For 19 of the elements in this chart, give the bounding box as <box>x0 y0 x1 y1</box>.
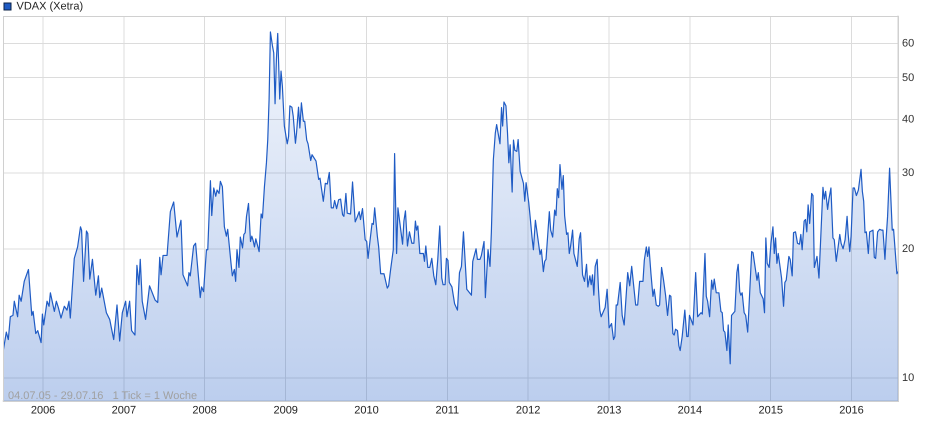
annotation: 04.07.05 - 29.07.16 1 Tick = 1 Woche <box>8 390 198 402</box>
y-tick-label: 10 <box>902 372 914 384</box>
x-tick-label: 2011 <box>435 404 460 417</box>
y-tick-label: 20 <box>902 242 914 255</box>
y-tick-label: 50 <box>902 72 914 84</box>
x-tick-label: 2013 <box>596 404 622 417</box>
y-tick-label: 30 <box>902 167 914 180</box>
x-tick-label: 2010 <box>354 404 379 417</box>
x-tick-label: 2012 <box>516 404 540 417</box>
x-tick-label: 2007 <box>112 404 136 417</box>
x-tick-label: 2015 <box>758 404 783 417</box>
x-tick-label: 2014 <box>678 404 702 417</box>
x-tick-label: 2016 <box>839 404 864 417</box>
x-tick-label: 2009 <box>273 404 298 417</box>
x-tick-label: 2006 <box>30 404 56 417</box>
legend-label: VDAX (Xetra) <box>16 0 84 13</box>
y-tick-label: 60 <box>902 38 914 50</box>
x-tick-label: 2008 <box>192 404 217 417</box>
y-tick-label: 40 <box>902 113 914 126</box>
